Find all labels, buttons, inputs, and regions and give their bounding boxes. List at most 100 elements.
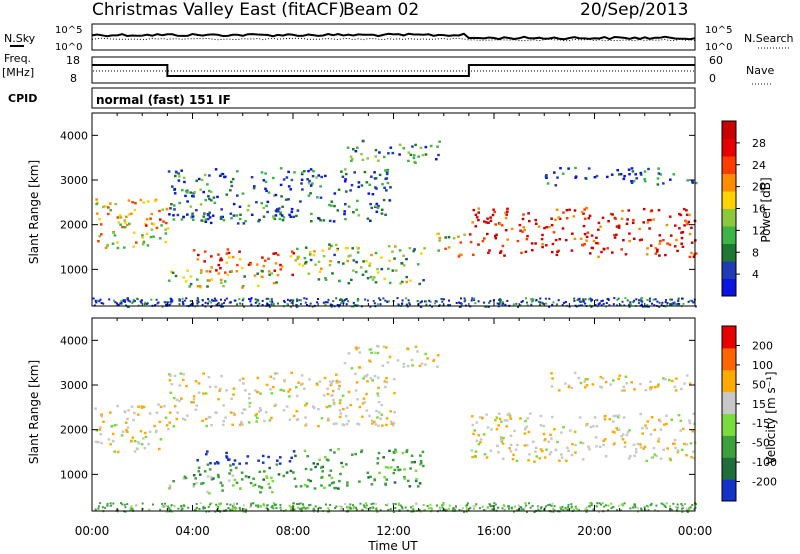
velocity-colorbar-tick: -15: [752, 417, 770, 430]
x-tick-label: 00:00: [678, 524, 713, 538]
noise-tick-left-bottom: 10^0: [55, 42, 82, 53]
power-panel: 1000 2000 3000 4000 Slant Range [km] 4 8 12 16…: [27, 112, 773, 308]
nsearch-trace: [91, 37, 696, 42]
power-data: [92, 139, 698, 308]
power-colorbar-swatch: [722, 243, 736, 262]
velocity-colorbar-tick: -50: [752, 437, 770, 450]
velocity-colorbar-swatch: [722, 326, 736, 349]
power-colorbar-swatch: [722, 121, 736, 139]
velocity-colorbar-swatch: [722, 347, 736, 371]
velocity-colorbar-tick: 50: [752, 378, 766, 391]
noise-panel: N.Sky 10^5 10^0 10^5 10^0 N.Search: [4, 23, 794, 53]
power-region-8: [435, 232, 466, 258]
velocity-ytick-label: 2000: [60, 424, 88, 437]
velocity-ylabel: Slant Range [km]: [27, 360, 41, 464]
freq-tick-top: 18: [66, 54, 80, 67]
power-colorbar-tick: 16: [752, 203, 766, 216]
power-colorbar-tick: 28: [752, 137, 766, 150]
power-colorbar-swatch: [722, 208, 736, 227]
x-tick-label: 20:00: [577, 524, 612, 538]
nsky-trace: [91, 32, 696, 41]
power-ytick-label: 1000: [60, 263, 88, 276]
velocity-colorbar-swatch: [722, 479, 736, 502]
power-colorbar-swatch: [722, 226, 736, 244]
velocity-colorbar-tick: -100: [752, 456, 777, 469]
power-ytick-label: 4000: [60, 129, 88, 142]
x-tick-label: 04:00: [175, 524, 210, 538]
velocity-region-7: [470, 412, 697, 463]
power-ylabel: Slant Range [km]: [27, 160, 41, 264]
power-region-2: [168, 211, 285, 225]
power-region-3: [167, 167, 392, 223]
power-colorbar-swatch: [722, 156, 736, 174]
velocity-region-4: [192, 463, 295, 481]
freq-panel: Freq. [MHz] 18 8 60 0 Nave: [2, 52, 774, 85]
nsky-label: N.Sky: [4, 32, 36, 45]
velocity-colorbar-label: Velocity [m s⁻¹]: [764, 371, 778, 464]
velocity-panel: 1000 2000 3000 4000 Slant Range [km] 200 100…: [27, 317, 778, 513]
power-region-4: [346, 139, 441, 164]
power-region-1: [117, 216, 168, 227]
freq-tick-bottom: 8: [70, 72, 77, 85]
velocity-ytick-label: 3000: [60, 379, 88, 392]
title: Christmas Valley East (fitACF): [92, 0, 345, 20]
nsearch-label: N.Search: [744, 32, 794, 45]
velocity-ytick-label: 1000: [60, 468, 88, 481]
velocity-colorbar-tick: 100: [752, 359, 773, 372]
velocity-region-6: [293, 448, 425, 490]
cpid-label: CPID: [8, 92, 37, 105]
x-tick-label: 08:00: [276, 524, 311, 538]
power-region-0: [95, 198, 170, 250]
noise-tick-left-top: 10^5: [55, 25, 82, 36]
velocity-data: [94, 344, 697, 513]
velocity-ytick-label: 4000: [60, 334, 88, 347]
velocity-region-3: [196, 450, 296, 466]
noise-tick-right-bottom: 10^0: [705, 42, 732, 53]
nave-tick-bottom: 0: [709, 72, 716, 85]
freq-label: Freq.: [4, 52, 31, 65]
velocity-colorbar-tick: -200: [752, 476, 777, 489]
power-colorbar-tick: 8: [752, 246, 759, 259]
power-colorbar-tick: 24: [752, 159, 766, 172]
noise-tick-right-top: 10^5: [705, 25, 732, 36]
x-axis-label: Time UT: [367, 539, 418, 553]
x-tick-label: 16:00: [477, 524, 512, 538]
power-colorbar-swatch: [722, 138, 736, 157]
velocity-colorbar-tick: 200: [752, 339, 773, 352]
velocity-colorbar-swatch: [722, 369, 736, 393]
x-tick-label: 12:00: [376, 524, 411, 538]
velocity-region-0: [94, 403, 170, 454]
power-region-5: [192, 248, 296, 277]
velocity-colorbar-swatch: [722, 435, 736, 458]
power-region-9: [468, 206, 698, 259]
date-label: 20/Sep/2013: [580, 0, 688, 20]
x-tick-label: 00:00: [75, 524, 110, 538]
velocity-region-1: [168, 371, 396, 428]
cpid-value: normal (fast) 151 IF: [96, 93, 231, 107]
power-region-6: [167, 269, 280, 289]
power-colorbar-label: Power [dB]: [759, 177, 773, 242]
velocity-region-5: [168, 474, 275, 495]
velocity-colorbar-swatch: [722, 391, 736, 414]
power-colorbar-swatch: [722, 261, 736, 279]
power-colorbar-swatch: [722, 278, 736, 297]
velocity-colorbar-swatch: [722, 457, 736, 480]
velocity-colorbar-swatch: [722, 413, 736, 436]
power-colorbar-tick: 4: [752, 268, 759, 281]
velocity-colorbar-tick: 15: [752, 398, 766, 411]
velocity-region-2: [343, 344, 440, 370]
nave-tick-top: 60: [709, 54, 723, 67]
power-colorbar-swatch: [722, 173, 736, 192]
power-ytick-label: 3000: [60, 174, 88, 187]
power-ytick-label: 2000: [60, 219, 88, 232]
power-colorbar-tick: 12: [752, 224, 766, 237]
power-colorbar-tick: 20: [752, 181, 766, 194]
freq-unit: [MHz]: [2, 66, 34, 79]
power-colorbar-swatch: [722, 191, 736, 209]
cpid-panel: CPID normal (fast) 151 IF: [8, 87, 696, 109]
nave-label: Nave: [746, 64, 774, 77]
beam-label: Beam 02: [343, 0, 419, 20]
power-region-7: [294, 243, 426, 286]
freq-trace: [92, 64, 695, 77]
power-region-10: [544, 166, 698, 187]
